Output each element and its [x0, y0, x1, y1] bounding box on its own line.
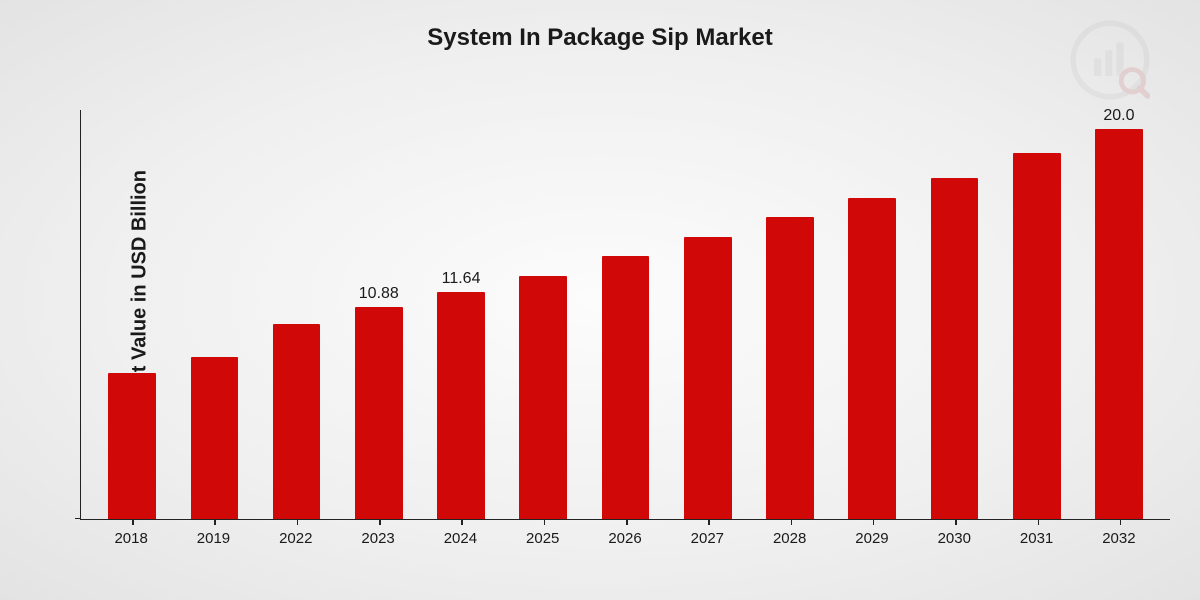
x-axis-tick-label: 2019: [172, 522, 254, 547]
bar-slot: 10.88: [338, 110, 420, 519]
bar: [684, 237, 732, 519]
bar: [602, 256, 650, 519]
bar: [1013, 153, 1061, 519]
x-axis-tick-label: 2031: [995, 522, 1077, 547]
bar: [931, 178, 979, 519]
bar-slot: [584, 110, 666, 519]
chart-title: System In Package Sip Market: [0, 24, 1200, 52]
bar: [766, 217, 814, 519]
bar-value-label: 10.88: [359, 285, 399, 303]
x-axis-tick-label: 2018: [90, 522, 172, 547]
bar-value-label: 11.64: [442, 270, 481, 288]
x-axis-tick-label: 2028: [749, 522, 831, 547]
y-axis-tick: [75, 518, 81, 520]
x-axis-tick-label: 2032: [1078, 522, 1160, 547]
bar: [519, 276, 567, 519]
bar: [273, 324, 321, 519]
x-axis-labels: 2018201920222023202420252026202720282029…: [80, 522, 1170, 547]
bar-slot: [91, 110, 173, 519]
bar: [848, 198, 896, 519]
bar-slot: [667, 110, 749, 519]
x-axis-tick-label: 2022: [255, 522, 337, 547]
bar-slot: [255, 110, 337, 519]
x-axis-tick-label: 2029: [831, 522, 913, 547]
bar: [355, 307, 403, 519]
bar-slot: [831, 110, 913, 519]
bar-slot: [173, 110, 255, 519]
bars-container: 10.88 11.64 20.0: [81, 110, 1170, 519]
bar-slot: [749, 110, 831, 519]
bar: [191, 357, 239, 519]
bar-slot: 20.0: [1078, 110, 1160, 519]
bar: [1095, 129, 1143, 519]
x-axis-tick-label: 2023: [337, 522, 419, 547]
bar-slot: 11.64: [420, 110, 502, 519]
bar-slot: [996, 110, 1078, 519]
chart-plot-area: 10.88 11.64 20.0: [80, 110, 1170, 520]
bar: [108, 373, 156, 519]
bar: [437, 292, 485, 519]
x-axis-tick-label: 2027: [666, 522, 748, 547]
bar-slot: [502, 110, 584, 519]
x-axis-tick-label: 2024: [419, 522, 501, 547]
x-axis-tick-label: 2026: [584, 522, 666, 547]
x-axis-tick-label: 2030: [913, 522, 995, 547]
watermark-logo-icon: [1070, 20, 1150, 100]
x-axis-tick-label: 2025: [502, 522, 584, 547]
bar-slot: [913, 110, 995, 519]
bar-value-label: 20.0: [1103, 107, 1134, 125]
